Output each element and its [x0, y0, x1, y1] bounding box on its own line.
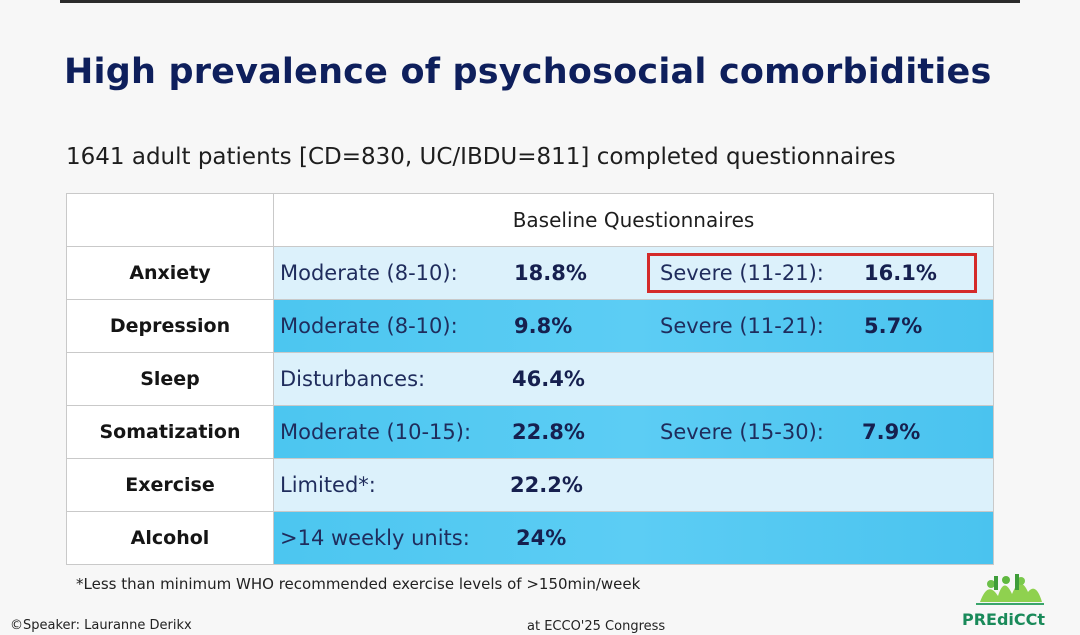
row-data: Moderate (8-10): 18.8% Severe (11-21): 1…: [273, 246, 994, 300]
row-label: Sleep: [66, 352, 274, 406]
severe-label: Severe (11-21):: [660, 261, 824, 285]
severe-value: 5.7%: [864, 314, 923, 338]
top-rule: [60, 0, 1020, 3]
row-label: Anxiety: [66, 246, 274, 300]
row-data: >14 weekly units: 24%: [273, 511, 994, 565]
severe-value: 16.1%: [864, 261, 937, 285]
table-header: Baseline Questionnaires: [273, 193, 994, 247]
questionnaire-table: Baseline Questionnaires Anxiety Moderate…: [66, 193, 994, 565]
moderate-label: Moderate (10-15):: [280, 420, 472, 444]
limited-value: 22.2%: [510, 473, 583, 497]
disturbances-value: 46.4%: [512, 367, 585, 391]
moderate-label: Moderate (8-10):: [280, 261, 458, 285]
highlight-box: [647, 253, 977, 293]
row-data: Moderate (8-10): 9.8% Severe (11-21): 5.…: [273, 299, 994, 353]
moderate-label: Moderate (8-10):: [280, 314, 458, 338]
congress-credit: at ECCO'25 Congress: [527, 619, 666, 634]
row-label: Exercise: [66, 458, 274, 512]
severe-label: Severe (11-21):: [660, 314, 824, 338]
moderate-value: 9.8%: [514, 314, 573, 338]
weekly-units-label: >14 weekly units:: [280, 526, 470, 550]
table-row-depression: Depression Moderate (8-10): 9.8% Severe …: [66, 299, 994, 353]
row-label: Somatization: [66, 405, 274, 459]
logo-figures-icon: [976, 574, 1044, 605]
row-label: Alcohol: [66, 511, 274, 565]
logo-text: PREdiCCt: [962, 610, 1046, 629]
limited-label: Limited*:: [280, 473, 376, 497]
predicct-logo: PREdiCCt: [958, 570, 1058, 632]
speaker-credit: ©Speaker: Lauranne Derikx: [10, 618, 192, 633]
moderate-value: 22.8%: [512, 420, 585, 444]
table-header-row: Baseline Questionnaires: [66, 193, 994, 247]
table-row-somatization: Somatization Moderate (10-15): 22.8% Sev…: [66, 405, 994, 459]
disturbances-label: Disturbances:: [280, 367, 426, 391]
table-row-alcohol: Alcohol >14 weekly units: 24%: [66, 511, 994, 565]
row-data: Disturbances: 46.4%: [273, 352, 994, 406]
row-data: Limited*: 22.2%: [273, 458, 994, 512]
weekly-units-value: 24%: [516, 526, 567, 550]
row-data: Moderate (10-15): 22.8% Severe (15-30): …: [273, 405, 994, 459]
header-empty-cell: [66, 193, 274, 247]
footnote: *Less than minimum WHO recommended exerc…: [76, 575, 641, 593]
table-row-anxiety: Anxiety Moderate (8-10): 18.8% Severe (1…: [66, 246, 994, 300]
severe-value: 7.9%: [862, 420, 921, 444]
table-row-exercise: Exercise Limited*: 22.2%: [66, 458, 994, 512]
severe-label: Severe (15-30):: [660, 420, 824, 444]
slide-title: High prevalence of psychosocial comorbid…: [64, 52, 992, 92]
slide-subtitle: 1641 adult patients [CD=830, UC/IBDU=811…: [66, 144, 896, 170]
table-row-sleep: Sleep Disturbances: 46.4%: [66, 352, 994, 406]
moderate-value: 18.8%: [514, 261, 587, 285]
row-label: Depression: [66, 299, 274, 353]
